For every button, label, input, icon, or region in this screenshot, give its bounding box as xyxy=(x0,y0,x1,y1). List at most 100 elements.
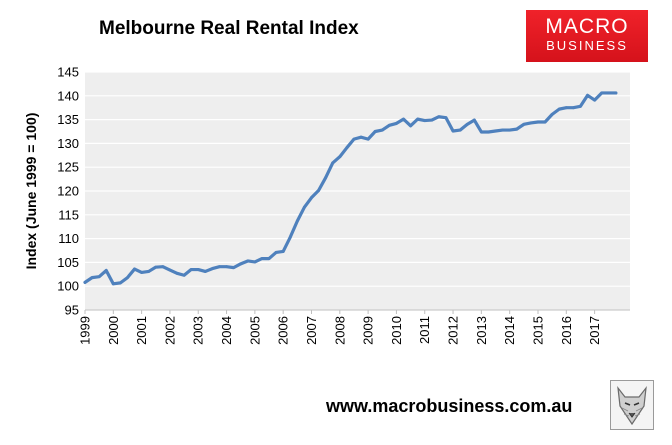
data-point xyxy=(494,129,497,133)
data-point xyxy=(479,130,483,134)
data-point xyxy=(586,93,589,97)
data-point xyxy=(203,270,207,273)
y-axis-label: Index (June 1999 = 100) xyxy=(23,113,39,270)
data-point xyxy=(465,122,469,126)
data-point xyxy=(168,268,172,272)
x-tick-label: 2011 xyxy=(417,316,432,344)
data-point xyxy=(303,205,306,209)
y-tick-label: 105 xyxy=(57,255,79,270)
data-point xyxy=(458,128,462,132)
x-tick-label: 2004 xyxy=(219,316,234,345)
data-point xyxy=(472,118,476,122)
data-point xyxy=(359,135,363,139)
data-point xyxy=(295,219,299,223)
x-tick-label: 2010 xyxy=(389,316,404,345)
y-tick-label: 135 xyxy=(57,112,79,127)
y-tick-label: 115 xyxy=(58,207,79,222)
x-tick-label: 2017 xyxy=(587,316,602,345)
data-point xyxy=(317,189,320,192)
data-point xyxy=(111,282,115,286)
data-point xyxy=(281,250,285,253)
data-point xyxy=(267,257,271,260)
data-point xyxy=(451,129,455,133)
data-point xyxy=(161,265,165,269)
x-tick-label: 1999 xyxy=(78,316,93,345)
data-point xyxy=(232,266,236,270)
data-point xyxy=(614,91,618,95)
data-point xyxy=(373,130,377,133)
data-point xyxy=(211,267,214,270)
data-point xyxy=(501,128,504,132)
chart-title: Melbourne Real Rental Index xyxy=(99,18,359,39)
website-url: www.macrobusiness.com.au xyxy=(326,396,573,416)
data-point xyxy=(366,137,370,141)
data-point xyxy=(600,91,604,95)
data-point xyxy=(175,271,179,275)
series-line xyxy=(83,91,618,286)
x-tick-label: 2002 xyxy=(162,316,177,345)
data-point xyxy=(529,121,533,125)
data-point xyxy=(430,118,434,122)
y-tick-label: 140 xyxy=(57,88,79,103)
data-point xyxy=(409,124,412,128)
x-tick-label: 2015 xyxy=(530,316,545,345)
data-point xyxy=(395,122,398,125)
data-point xyxy=(543,120,547,124)
data-point xyxy=(324,176,328,180)
data-point xyxy=(225,265,228,269)
data-point xyxy=(331,161,335,165)
data-point xyxy=(118,281,122,285)
data-point xyxy=(515,127,519,131)
data-point xyxy=(218,265,221,269)
y-tick-label: 100 xyxy=(57,279,79,294)
y-tick-label: 95 xyxy=(65,303,79,318)
data-point xyxy=(508,128,512,132)
data-point xyxy=(126,276,129,280)
data-point xyxy=(416,117,420,121)
data-point xyxy=(536,120,540,124)
data-point xyxy=(380,128,384,132)
data-point xyxy=(444,116,448,120)
data-point xyxy=(387,123,391,127)
x-tick-label: 2009 xyxy=(361,316,376,345)
data-point xyxy=(182,273,186,277)
data-point xyxy=(423,119,427,122)
y-tick-label: 130 xyxy=(57,136,79,151)
data-point xyxy=(239,262,243,266)
x-tick-label: 2014 xyxy=(502,316,517,345)
data-point xyxy=(253,260,257,264)
data-point xyxy=(274,251,278,254)
data-point xyxy=(607,91,611,95)
data-point xyxy=(345,146,349,150)
data-point xyxy=(83,280,87,284)
y-tick-label: 120 xyxy=(57,184,79,199)
x-tick-label: 2012 xyxy=(446,316,461,345)
data-point xyxy=(147,270,151,273)
data-point xyxy=(352,137,356,141)
x-axis-ticks: 1999 2000 2001 2002 2003 2004 2005 2006 2007 2008… xyxy=(78,310,602,345)
data-point xyxy=(557,107,561,111)
y-tick-label: 145 xyxy=(57,65,79,80)
data-points xyxy=(83,91,618,286)
data-point xyxy=(402,117,405,121)
data-point xyxy=(338,155,342,159)
x-tick-label: 2013 xyxy=(474,316,489,345)
x-tick-label: 2008 xyxy=(332,316,347,345)
data-point xyxy=(579,104,582,108)
data-point xyxy=(593,98,597,102)
x-tick-label: 2000 xyxy=(106,316,121,345)
logo-line-1: MACRO xyxy=(545,15,629,38)
y-tick-label: 125 xyxy=(57,160,79,175)
data-point xyxy=(246,259,250,263)
data-point xyxy=(97,275,101,279)
data-point xyxy=(154,265,158,269)
data-point xyxy=(522,122,526,126)
data-point xyxy=(90,276,94,280)
gridlines xyxy=(85,71,630,311)
logo-line-2: BUSINESS xyxy=(546,38,628,53)
data-point xyxy=(550,112,554,116)
data-point xyxy=(288,235,292,239)
y-tick-label: 110 xyxy=(58,231,79,246)
x-tick-label: 2001 xyxy=(134,316,149,345)
